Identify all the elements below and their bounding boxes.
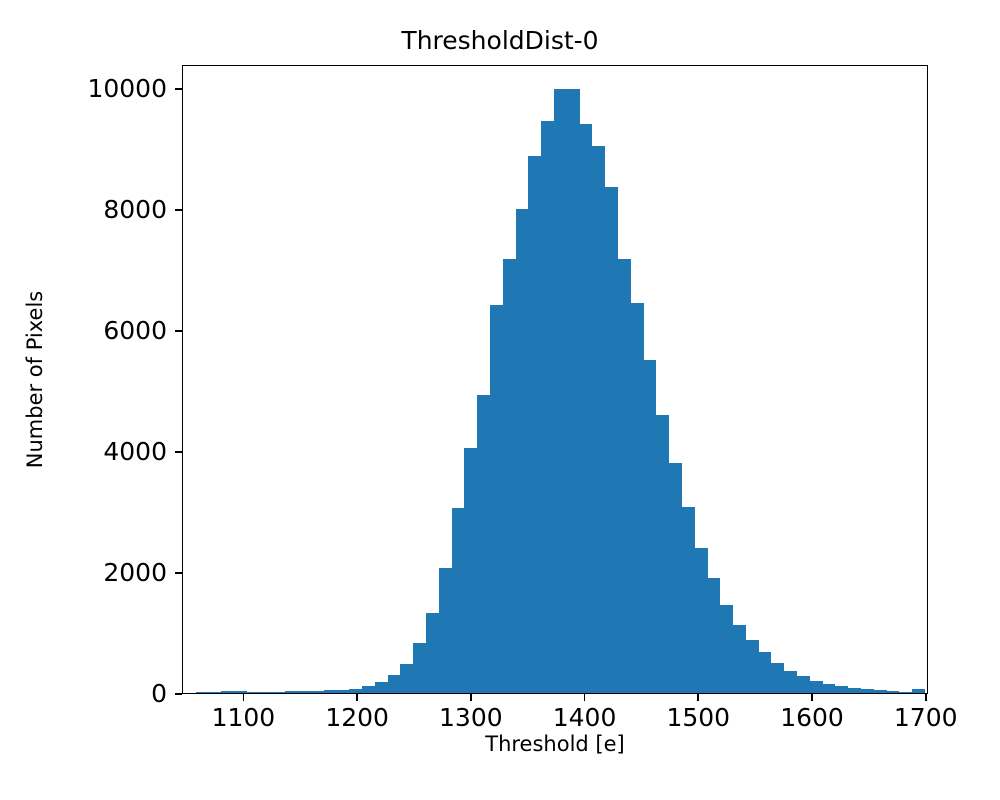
histogram-bar <box>784 670 798 693</box>
x-tick-mark <box>470 694 472 701</box>
histogram-bar <box>234 691 247 693</box>
x-tick-mark <box>583 694 586 701</box>
histogram-bar <box>400 663 414 693</box>
histogram-bar <box>310 690 324 693</box>
histogram-bar <box>336 689 350 693</box>
x-tick-label: 1300 <box>439 703 503 732</box>
x-tick-mark <box>242 694 245 701</box>
histogram-bar <box>605 186 618 693</box>
y-tick-mark <box>175 572 182 574</box>
histogram-bar <box>272 691 286 693</box>
x-tick-label: 1600 <box>780 703 844 732</box>
chart-title: ThresholdDist-0 <box>401 26 599 55</box>
histogram-bar <box>374 682 388 693</box>
y-tick-mark <box>175 88 182 90</box>
histogram-bar <box>208 691 222 693</box>
x-tick-mark <box>697 694 700 701</box>
x-tick-label: 1700 <box>893 703 958 732</box>
histogram-bar <box>438 568 452 693</box>
histogram-bar <box>426 613 439 693</box>
histogram-bar <box>515 208 529 693</box>
histogram-bar <box>669 462 682 693</box>
plot-axes <box>182 65 928 694</box>
x-tick-label: 1100 <box>211 703 276 732</box>
y-tick-mark <box>175 451 182 453</box>
y-tick-label: 0 <box>151 679 167 708</box>
histogram-bar <box>451 507 465 693</box>
histogram-bar <box>298 690 311 693</box>
x-tick-mark <box>811 694 813 701</box>
histogram-bar <box>899 691 913 693</box>
histogram-bar <box>246 691 260 693</box>
histogram-bar <box>323 690 337 693</box>
histogram-bar <box>681 506 695 693</box>
x-tick-label: 1400 <box>552 703 617 732</box>
histogram-bar <box>861 689 874 693</box>
x-tick-label: 1200 <box>325 703 389 732</box>
y-tick-label: 2000 <box>103 558 167 588</box>
histogram-bar <box>797 676 810 693</box>
histogram-bar <box>822 683 836 693</box>
histogram-bar <box>809 680 823 693</box>
histogram-bar <box>745 639 759 693</box>
y-tick-label: 6000 <box>103 316 167 346</box>
histogram-bar <box>630 302 644 693</box>
histogram-bar <box>195 692 209 693</box>
y-tick-label: 4000 <box>103 437 167 467</box>
histogram-bar <box>848 688 862 693</box>
histogram-bar <box>733 625 746 693</box>
x-tick-mark <box>924 694 927 701</box>
histogram-bar <box>592 145 606 693</box>
y-tick-mark <box>175 693 182 695</box>
histogram-bar <box>707 578 721 693</box>
histogram-bar <box>886 691 900 693</box>
histogram-bar <box>656 414 670 693</box>
histogram-bar <box>259 691 273 693</box>
y-tick-label: 10000 <box>87 74 167 104</box>
histogram-bar <box>541 120 554 693</box>
histogram-bar <box>362 686 375 693</box>
plot-area <box>183 66 927 693</box>
x-tick-label: 1500 <box>666 703 731 732</box>
histogram-bar <box>349 688 363 693</box>
histogram-bar <box>694 547 708 693</box>
histogram-bar <box>528 155 542 693</box>
y-tick-mark <box>175 330 182 332</box>
histogram-bar <box>477 394 491 693</box>
histogram-bar <box>285 691 299 693</box>
histogram-bar <box>758 651 772 693</box>
histogram-bars <box>183 66 927 693</box>
y-tick-mark <box>175 209 182 211</box>
histogram-bar <box>490 305 503 693</box>
histogram-bar <box>873 690 887 693</box>
histogram-bar <box>413 643 427 693</box>
y-axis-label: Number of Pixels <box>23 290 47 469</box>
x-tick-mark <box>356 694 358 701</box>
histogram-bar <box>617 258 631 693</box>
histogram-bar <box>643 360 657 693</box>
histogram-bar <box>502 259 516 693</box>
x-axis-label: Threshold [e] <box>485 732 625 756</box>
histogram-bar <box>566 89 580 693</box>
histogram-bar <box>387 675 401 693</box>
histogram-bar <box>554 89 567 693</box>
histogram-bar <box>464 448 478 693</box>
histogram-bar <box>835 686 849 693</box>
histogram-bar <box>912 689 925 693</box>
histogram-bar <box>771 662 785 693</box>
histogram-bar <box>720 605 734 693</box>
y-tick-label: 8000 <box>103 195 167 225</box>
histogram-bar <box>221 690 235 693</box>
histogram-bar <box>579 123 593 693</box>
